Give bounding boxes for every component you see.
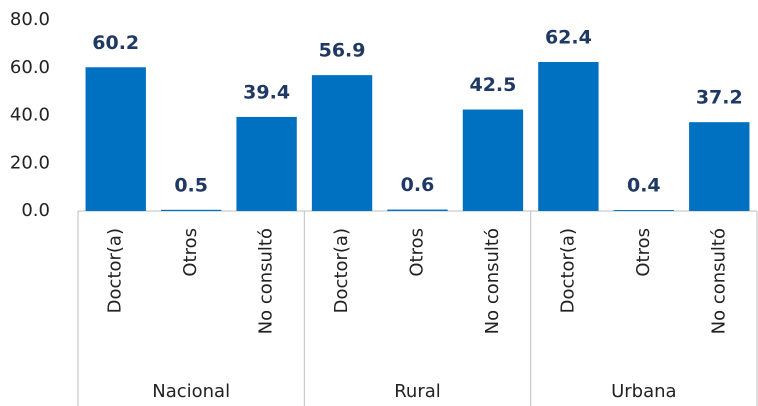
group-label: Nacional [152,381,230,402]
value-label: 0.4 [627,175,661,197]
value-label: 39.4 [243,81,290,103]
x-tick-label: No consultó [708,228,729,334]
value-label: 62.4 [545,27,592,49]
x-tick-label: Doctor(a) [105,228,126,313]
value-label: 0.6 [401,174,435,196]
y-tick-label: 20.0 [10,152,50,173]
bar [160,209,222,211]
x-tick-label: Otros [407,228,428,277]
group-label: Rural [394,381,441,402]
bar [387,209,448,211]
value-label: 56.9 [319,40,366,62]
bar [689,122,750,211]
x-tick-label: Doctor(a) [331,228,352,313]
bar [538,62,599,211]
value-label: 37.2 [696,87,743,109]
y-tick-label: 80.0 [10,9,50,30]
bar [85,67,146,212]
x-tick-label: No consultó [482,228,503,334]
y-tick-label: 40.0 [10,105,50,126]
x-tick-label: Otros [180,228,201,277]
bar [311,75,373,212]
bar [236,116,297,211]
value-label: 0.5 [174,174,208,196]
y-tick-label: 0.0 [21,200,50,221]
bar [613,210,675,211]
value-label: 42.5 [469,74,516,96]
x-tick-label: No consultó [256,228,277,334]
x-tick-label: Doctor(a) [557,228,578,313]
group-label: Urbana [611,381,676,402]
bar [462,109,524,211]
y-tick-label: 60.0 [10,57,50,78]
value-label: 60.2 [92,32,139,54]
x-tick-label: Otros [633,228,654,277]
